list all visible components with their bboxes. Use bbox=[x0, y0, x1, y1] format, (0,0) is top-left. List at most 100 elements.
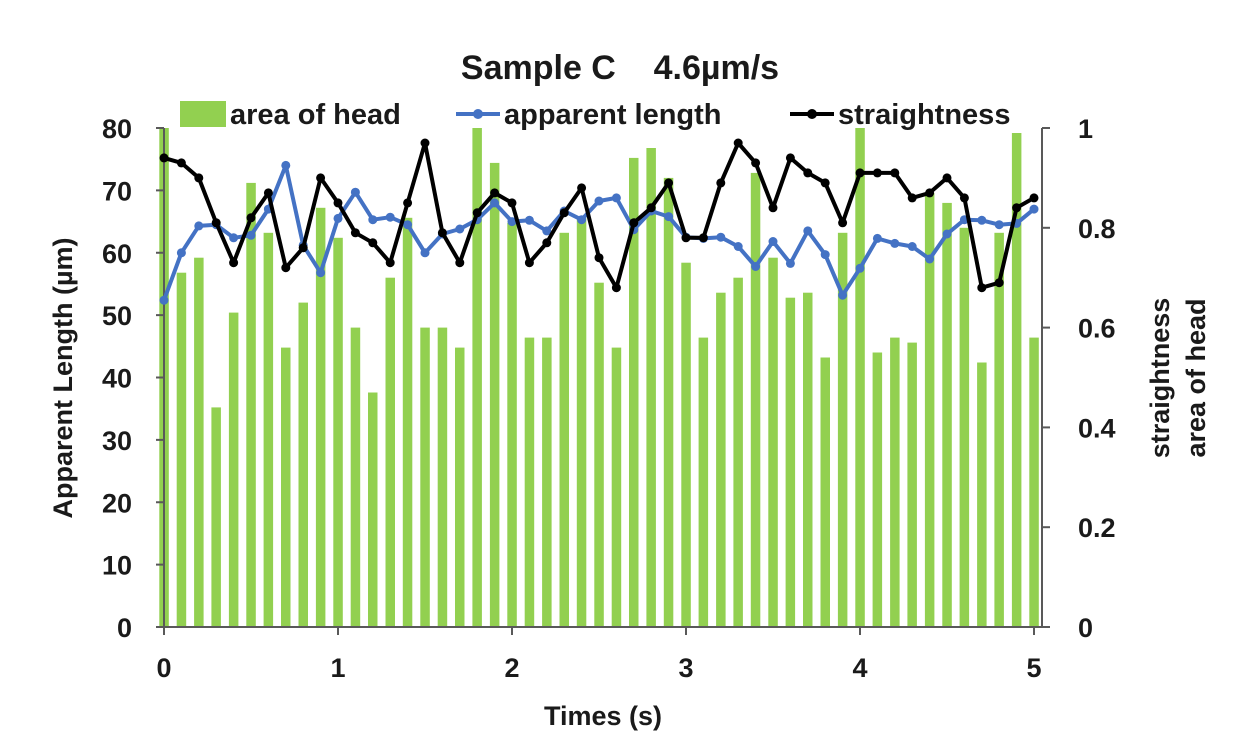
bar-area-of-head-1 bbox=[176, 272, 187, 627]
bar-area-of-head-39 bbox=[837, 232, 848, 628]
point-straightness-38 bbox=[820, 178, 830, 188]
y-left-tick-label-1: 10 bbox=[102, 551, 132, 581]
point-apparent-length-48 bbox=[994, 220, 1004, 230]
point-straightness-17 bbox=[455, 258, 465, 268]
y-left-tick-label-7: 70 bbox=[102, 176, 132, 206]
point-straightness-43 bbox=[907, 193, 917, 203]
bar-area-of-head-34 bbox=[750, 172, 761, 627]
point-apparent-length-15 bbox=[420, 248, 430, 258]
y-left-tick-label-6: 60 bbox=[102, 239, 132, 269]
point-straightness-29 bbox=[664, 178, 674, 188]
point-straightness-28 bbox=[646, 203, 656, 213]
point-apparent-length-7 bbox=[281, 160, 291, 170]
point-apparent-length-35 bbox=[768, 237, 778, 246]
point-straightness-9 bbox=[316, 173, 326, 183]
bar-area-of-head-36 bbox=[785, 297, 796, 627]
x-tick-label-3: 3 bbox=[678, 653, 693, 683]
point-straightness-46 bbox=[959, 193, 969, 203]
point-apparent-length-24 bbox=[577, 215, 587, 225]
bar-area-of-head-29 bbox=[663, 177, 674, 627]
point-straightness-40 bbox=[855, 168, 865, 178]
bar-area-of-head-5 bbox=[246, 182, 256, 627]
bar-area-of-head-26 bbox=[611, 347, 622, 627]
point-apparent-length-29 bbox=[664, 212, 674, 222]
bar-area-of-head-38 bbox=[820, 357, 830, 627]
point-apparent-length-19 bbox=[490, 198, 500, 208]
point-straightness-31 bbox=[698, 233, 708, 243]
point-apparent-length-9 bbox=[316, 268, 326, 278]
point-straightness-34 bbox=[751, 158, 761, 168]
bar-area-of-head-43 bbox=[907, 342, 917, 627]
point-straightness-37 bbox=[803, 168, 813, 178]
point-straightness-11 bbox=[350, 228, 360, 238]
bar-area-of-head-48 bbox=[994, 232, 1004, 628]
point-straightness-50 bbox=[1029, 193, 1039, 203]
point-apparent-length-39 bbox=[838, 290, 848, 300]
point-apparent-length-45 bbox=[942, 229, 952, 239]
point-apparent-length-42 bbox=[890, 238, 900, 248]
bar-area-of-head-17 bbox=[455, 347, 465, 627]
bar-area-of-head-27 bbox=[629, 157, 639, 627]
legend-marker-straightness bbox=[807, 109, 817, 119]
point-apparent-length-20 bbox=[507, 217, 517, 227]
point-straightness-18 bbox=[472, 208, 482, 218]
point-straightness-33 bbox=[733, 138, 743, 148]
point-straightness-45 bbox=[942, 173, 952, 183]
y-right-tick-label-3: 0.6 bbox=[1078, 314, 1116, 344]
bar-area-of-head-22 bbox=[542, 337, 552, 627]
bar-area-of-head-31 bbox=[698, 337, 709, 627]
bar-area-of-head-20 bbox=[507, 222, 517, 628]
bar-area-of-head-10 bbox=[333, 237, 343, 628]
bar-area-of-head-45 bbox=[942, 202, 952, 627]
y-left-tick-label-3: 30 bbox=[102, 426, 132, 456]
point-straightness-35 bbox=[768, 203, 778, 213]
y-left-tick-label-0: 0 bbox=[117, 613, 132, 643]
point-straightness-47 bbox=[977, 283, 987, 293]
x-tick-label-1: 1 bbox=[330, 653, 345, 683]
bar-area-of-head-23 bbox=[559, 232, 569, 628]
point-straightness-8 bbox=[298, 243, 308, 253]
point-apparent-length-32 bbox=[716, 232, 726, 242]
y-axis-right-label-straightness: straightness bbox=[1145, 298, 1175, 459]
y-right-tick-label-2: 0.4 bbox=[1078, 413, 1116, 443]
bar-area-of-head-4 bbox=[228, 312, 239, 627]
point-straightness-30 bbox=[681, 233, 691, 243]
legend-label-area-of-head: area of head bbox=[230, 99, 401, 131]
bar-area-of-head-32 bbox=[716, 292, 726, 627]
bar-area-of-head-41 bbox=[872, 352, 883, 627]
point-straightness-41 bbox=[872, 168, 882, 178]
bar-area-of-head-14 bbox=[402, 217, 413, 628]
bar-area-of-head-13 bbox=[385, 277, 395, 627]
bar-area-of-head-35 bbox=[768, 257, 778, 627]
bar-area-of-head-21 bbox=[524, 337, 535, 627]
bar-area-of-head-6 bbox=[263, 232, 274, 628]
point-apparent-length-4 bbox=[229, 233, 239, 243]
point-apparent-length-33 bbox=[733, 242, 743, 251]
legend: area of head apparent length straightnes… bbox=[180, 99, 1010, 131]
point-apparent-length-26 bbox=[611, 193, 621, 203]
x-tick-label-2: 2 bbox=[504, 653, 519, 683]
bar-area-of-head-7 bbox=[281, 347, 291, 627]
point-straightness-3 bbox=[211, 218, 221, 228]
x-tick-label-4: 4 bbox=[852, 653, 867, 683]
bar-area-of-head-3 bbox=[211, 407, 221, 627]
point-apparent-length-11 bbox=[350, 187, 360, 197]
point-straightness-5 bbox=[246, 213, 256, 223]
bar-area-of-head-33 bbox=[733, 277, 743, 627]
chart-title: Sample C 4.6µm/s bbox=[461, 49, 779, 87]
bars-area-of-head bbox=[159, 128, 1039, 628]
point-apparent-length-44 bbox=[925, 254, 935, 264]
point-straightness-20 bbox=[507, 198, 517, 208]
point-straightness-22 bbox=[542, 238, 552, 248]
point-straightness-49 bbox=[1012, 203, 1022, 213]
point-apparent-length-17 bbox=[455, 224, 465, 234]
point-straightness-16 bbox=[437, 228, 447, 238]
y-right-tick-label-1: 0.2 bbox=[1078, 513, 1116, 543]
point-straightness-7 bbox=[281, 263, 291, 273]
point-straightness-42 bbox=[890, 168, 900, 178]
y-right-tick-label-5: 1 bbox=[1078, 114, 1093, 144]
bar-area-of-head-11 bbox=[350, 327, 361, 627]
point-apparent-length-0 bbox=[159, 295, 169, 305]
y-left-tick-label-5: 50 bbox=[102, 301, 132, 331]
